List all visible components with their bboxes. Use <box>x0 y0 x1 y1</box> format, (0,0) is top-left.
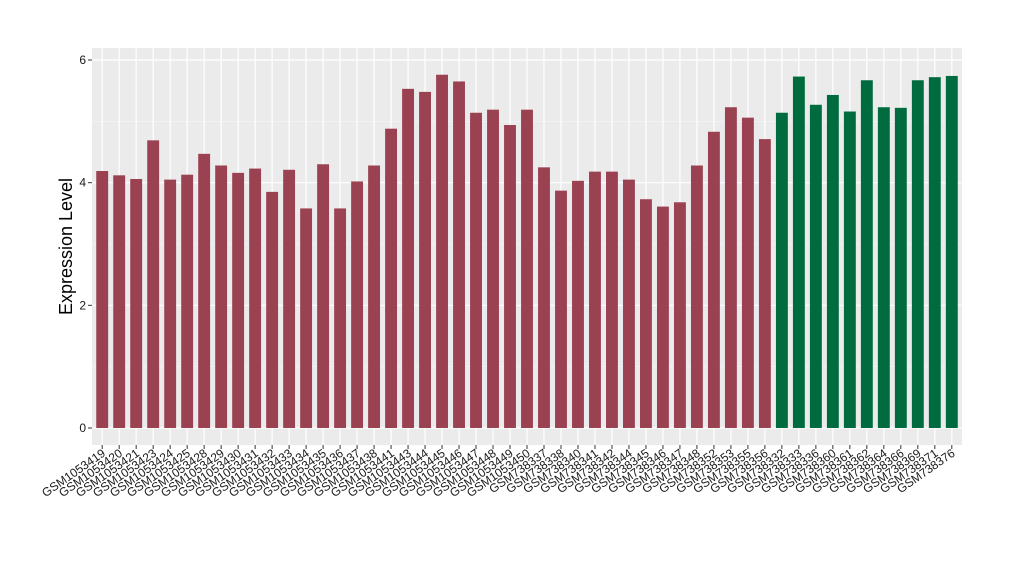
y-tick-label: 2 <box>79 298 86 312</box>
bar-GSM1053421 <box>130 178 143 428</box>
x-axis: GSM1053419GSM1053420GSM1053421GSM1053423… <box>39 445 958 500</box>
bar-GSM738366 <box>894 107 907 428</box>
bar-GSM1053428 <box>198 153 211 428</box>
bar-GSM1053448 <box>487 109 499 429</box>
bar-GSM738346 <box>656 206 669 428</box>
bar-GSM1053441 <box>385 128 398 428</box>
bar-GSM1053425 <box>181 174 194 428</box>
bar-GSM1053431 <box>249 168 262 428</box>
bar-GSM738355 <box>741 117 754 429</box>
y-tick-label: 6 <box>79 53 86 67</box>
bar-GSM1053433 <box>283 169 296 428</box>
bar-GSM1053436 <box>334 208 347 428</box>
y-tick-label: 0 <box>79 421 86 435</box>
bar-GSM738347 <box>673 202 686 428</box>
bar-GSM1053423 <box>147 140 160 428</box>
bar-GSM1053420 <box>113 175 126 428</box>
y-tick-label: 4 <box>79 176 86 190</box>
bar-GSM738340 <box>572 180 584 428</box>
bar-GSM738356 <box>758 139 771 428</box>
bar-GSM738369 <box>911 80 924 429</box>
bar-GSM1053424 <box>164 179 177 428</box>
bar-GSM1053449 <box>504 125 516 428</box>
bar-GSM1053435 <box>317 164 330 428</box>
bar-GSM738333 <box>792 76 805 428</box>
bar-GSM738332 <box>775 112 788 428</box>
bar-GSM1053419 <box>96 171 109 428</box>
bar-GSM738364 <box>877 107 890 428</box>
bar-GSM738342 <box>606 171 618 429</box>
bar-GSM1053437 <box>351 181 364 428</box>
bar-GSM1053445 <box>436 74 448 428</box>
y-axis-title: Expression Level <box>56 178 76 315</box>
bar-GSM1053444 <box>419 91 431 428</box>
bar-GSM1053429 <box>215 165 228 428</box>
bars <box>96 74 958 429</box>
bar-GSM1053447 <box>470 112 482 428</box>
bar-GSM738376 <box>945 75 958 429</box>
bar-GSM738338 <box>555 190 567 428</box>
bar-GSM738353 <box>724 107 737 428</box>
bar-GSM738344 <box>623 179 635 428</box>
bar-GSM738362 <box>860 80 873 429</box>
bar-GSM738371 <box>928 77 941 428</box>
bar-GSM738337 <box>538 167 550 429</box>
bar-GSM738345 <box>639 199 652 428</box>
bar-GSM738341 <box>589 171 601 429</box>
y-axis: 0 2 4 6 <box>79 53 92 435</box>
bar-GSM738348 <box>690 165 703 428</box>
bar-GSM1053434 <box>300 208 313 428</box>
bar-GSM1053450 <box>521 109 533 429</box>
bar-GSM738361 <box>843 111 856 429</box>
bar-GSM738336 <box>809 104 822 429</box>
bar-GSM738352 <box>707 131 720 428</box>
bar-GSM1053432 <box>266 191 279 428</box>
bar-GSM1053443 <box>402 88 415 429</box>
bar-GSM1053446 <box>453 81 465 428</box>
bar-GSM1053430 <box>232 172 245 428</box>
bar-GSM1053438 <box>368 165 381 428</box>
bar-GSM738360 <box>826 94 839 429</box>
